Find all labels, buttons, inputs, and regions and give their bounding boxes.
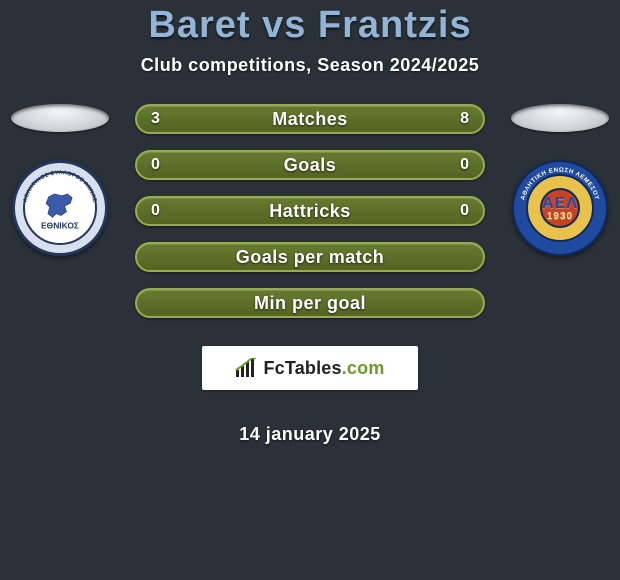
left-player-column: ΑΘΛΗΤΙΚΟΣ ΣΥΛΛΟΓΟΣ ΑΧΝΑΣ ΕΘΝΙΚΟΣ bbox=[0, 104, 120, 256]
stat-left-value: 0 bbox=[151, 202, 171, 220]
comparison-card: Baret vs Frantzis Club competitions, Sea… bbox=[0, 0, 620, 580]
subtitle: Club competitions, Season 2024/2025 bbox=[141, 55, 480, 76]
stat-row-goals: 0 Goals 0 bbox=[135, 150, 485, 180]
logo-text-a: FcTables bbox=[263, 358, 341, 378]
stat-row-goals-per-match: Goals per match bbox=[135, 242, 485, 272]
right-player-column: ΑΘΛΗΤΙΚΗ ΕΝΩΣΗ ΛΕΜΕΣΟΥ ΑΕΛ 1930 bbox=[500, 104, 620, 256]
left-player-avatar-placeholder bbox=[11, 104, 109, 132]
stat-row-hattricks: 0 Hattricks 0 bbox=[135, 196, 485, 226]
stat-right-value: 0 bbox=[449, 156, 469, 174]
svg-text:ΕΘΝΙΚΟΣ: ΕΘΝΙΚΟΣ bbox=[41, 221, 79, 231]
left-club-badge: ΑΘΛΗΤΙΚΟΣ ΣΥΛΛΟΓΟΣ ΑΧΝΑΣ ΕΘΝΙΚΟΣ bbox=[12, 160, 108, 256]
logo-text-b: .com bbox=[342, 358, 385, 378]
svg-text:ΑΘΛΗΤΙΚΗ ΕΝΩΣΗ ΛΕΜΕΣΟΥ: ΑΘΛΗΤΙΚΗ ΕΝΩΣΗ ΛΕΜΕΣΟΥ bbox=[519, 167, 600, 201]
fctables-logo[interactable]: FcTables.com bbox=[202, 346, 418, 390]
stat-label: Goals bbox=[284, 155, 337, 176]
stat-label: Goals per match bbox=[236, 247, 385, 268]
right-club-badge: ΑΘΛΗΤΙΚΗ ΕΝΩΣΗ ΛΕΜΕΣΟΥ ΑΕΛ 1930 bbox=[512, 160, 608, 256]
content-row: ΑΘΛΗΤΙΚΟΣ ΣΥΛΛΟΓΟΣ ΑΧΝΑΣ ΕΘΝΙΚΟΣ 3 Match… bbox=[0, 104, 620, 445]
stat-right-value: 0 bbox=[449, 202, 469, 220]
snapshot-date: 14 january 2025 bbox=[239, 424, 381, 445]
stat-row-min-per-goal: Min per goal bbox=[135, 288, 485, 318]
right-badge-svg: ΑΘΛΗΤΙΚΗ ΕΝΩΣΗ ΛΕΜΕΣΟΥ bbox=[514, 162, 606, 254]
stat-left-value: 0 bbox=[151, 156, 171, 174]
stat-row-matches: 3 Matches 8 bbox=[135, 104, 485, 134]
left-badge-svg: ΑΘΛΗΤΙΚΟΣ ΣΥΛΛΟΓΟΣ ΑΧΝΑΣ ΕΘΝΙΚΟΣ bbox=[15, 163, 105, 253]
stat-label: Min per goal bbox=[254, 293, 366, 314]
right-player-avatar-placeholder bbox=[511, 104, 609, 132]
stat-label: Matches bbox=[272, 109, 348, 130]
logo-text: FcTables.com bbox=[263, 358, 384, 379]
stat-right-value: 8 bbox=[449, 110, 469, 128]
stats-column: 3 Matches 8 0 Goals 0 0 Hattricks 0 Goal… bbox=[120, 104, 500, 445]
page-title: Baret vs Frantzis bbox=[148, 4, 471, 47]
bar-chart-icon bbox=[235, 358, 257, 378]
stat-label: Hattricks bbox=[269, 201, 351, 222]
stat-left-value: 3 bbox=[151, 110, 171, 128]
